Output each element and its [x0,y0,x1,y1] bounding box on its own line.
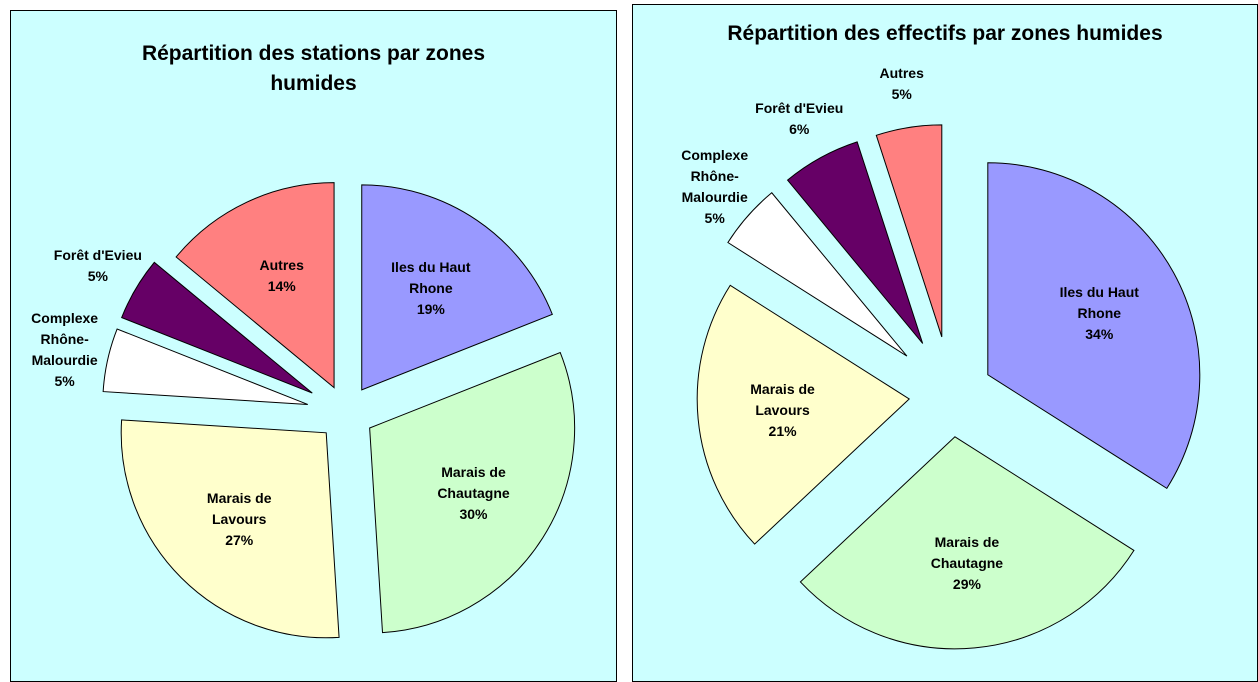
chart-panel: Iles du Haut Rhone 19% Marais de Chautagne… [10,10,617,682]
category-label: Forêt d'Evieu [755,99,844,116]
label-text: Marais de Lavours 27% [189,488,289,551]
value-label: 19% [416,300,445,317]
category-label: Complexe Rhône-Malourdie [31,310,99,369]
label-text: Forêt d'Evieu 5% [52,245,144,287]
label-box: Complexe Rhône-Malourdie 5% [660,142,770,232]
data-label: Forêt d'Evieu 5% [43,221,153,311]
pie-slice [369,351,576,634]
label-box: Forêt d'Evieu 5% [43,221,153,311]
label-box: Iles du Haut Rhone 34% [1044,268,1154,358]
value-label: 5% [87,268,108,285]
category-label: Marais de Lavours [206,490,272,528]
data-label: Forêt d'Evieu 6% [744,74,854,164]
label-text: Marais de Chautagne 30% [423,462,523,525]
label-box: Iles du Haut Rhone 19% [376,243,486,333]
label-text: Autres 5% [856,63,948,105]
value-label: 14% [267,278,296,295]
label-text: Autres 14% [232,255,332,297]
label-text: Complexe Rhône-Malourdie 5% [669,145,761,229]
pie-slice [121,261,313,394]
category-label: Marais de Lavours [750,381,815,419]
label-text: Marais de Chautagne 29% [917,532,1017,595]
data-label: Marais de Chautagne 29% [912,518,1022,608]
value-label: 5% [891,85,912,102]
value-label: 6% [789,120,810,137]
label-text: Marais de Lavours 21% [733,379,833,442]
category-label: Marais de Chautagne [437,464,510,502]
label-box: Autres 14% [227,231,337,321]
value-label: 34% [1085,325,1114,342]
pie: Iles du Haut Rhone 34% Marais de Chautagne… [660,39,1201,650]
value-label: 27% [225,532,254,549]
data-label: Marais de Lavours 21% [728,366,838,456]
pie: Iles du Haut Rhone 19% Marais de Chautagne… [11,182,576,639]
label-box: Forêt d'Evieu 6% [744,74,854,164]
pie-slice [875,124,943,338]
category-label: Autres [879,64,924,81]
data-label: Marais de Chautagne 30% [418,449,528,539]
data-label: Autres 5% [847,39,957,129]
pie-slice [696,284,910,545]
data-label: Iles du Haut Rhone 34% [1044,268,1154,358]
pie-slice [987,162,1201,490]
label-text: Iles du Haut Rhone 34% [1049,282,1149,345]
label-box: Complexe Rhône-Malourdie 5% [11,305,120,395]
chart-title: Répartition des effectifs par zones humi… [727,22,1163,45]
label-box: Marais de Chautagne 30% [418,449,528,539]
value-label: 30% [459,506,488,523]
chart-panel: Iles du Haut Rhone 34% Marais de Chautagne… [632,4,1258,682]
label-box: Autres 5% [847,39,957,129]
category-label: Forêt d'Evieu [53,247,142,264]
category-label: Iles du Haut Rhone [391,258,471,296]
data-label: Complexe Rhône-Malourdie 5% [660,142,770,232]
label-text: Forêt d'Evieu 6% [753,98,845,140]
value-label: 5% [704,209,725,226]
label-box: Marais de Lavours 21% [728,366,838,456]
data-label: Autres 14% [227,231,337,321]
category-label: Iles du Haut Rhone [1059,283,1139,321]
category-label: Autres [259,257,304,274]
chart-title: Répartition des stations par zones humid… [141,42,486,95]
value-label: 21% [768,423,797,440]
data-label: Complexe Rhône-Malourdie 5% [11,305,120,395]
data-label: Marais de Lavours 27% [184,475,294,565]
label-box: Marais de Lavours 27% [184,475,294,565]
pie-slice [102,328,308,405]
pie-slice [175,182,335,389]
pie-slice [727,192,908,357]
label-text: Complexe Rhône-Malourdie 5% [19,308,111,392]
data-label: Iles du Haut Rhone 19% [376,243,486,333]
value-label: 5% [54,373,75,390]
label-box: Marais de Chautagne 29% [912,518,1022,608]
category-label: Marais de Chautagne [930,533,1004,571]
pie-slice [361,184,553,391]
pie-slice [120,419,340,639]
pie-slice [786,141,924,344]
value-label: 29% [952,575,981,592]
pie-slice [799,436,1135,650]
category-label: Complexe Rhône-Malourdie [681,146,749,205]
label-text: Iles du Haut Rhone 19% [381,257,481,320]
